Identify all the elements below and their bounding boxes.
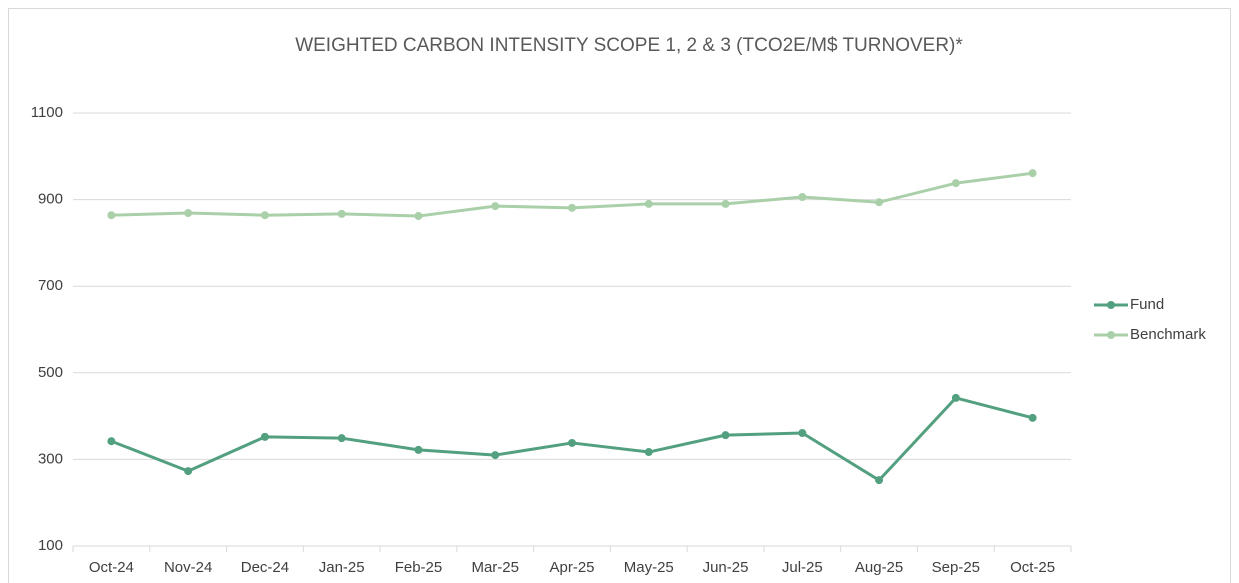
point: [337, 209, 346, 218]
point: [491, 451, 500, 460]
chart-frame: [8, 8, 1231, 583]
y-tick-label: 700: [38, 277, 63, 294]
x-tick-label: Jun-25: [703, 559, 749, 576]
x-tick-label: Sep-25: [932, 559, 980, 576]
point: [184, 467, 193, 476]
legend-marker: [1107, 301, 1115, 309]
legend-marker: [1107, 331, 1115, 339]
x-tick-label: Nov-24: [164, 559, 212, 576]
x-tick-label: Feb-25: [395, 559, 443, 576]
point: [644, 448, 653, 457]
point: [875, 198, 884, 207]
point: [414, 212, 423, 221]
point: [951, 179, 960, 188]
x-tick-label: Dec-24: [241, 559, 289, 576]
point: [107, 211, 116, 220]
point: [491, 202, 500, 211]
point: [798, 193, 807, 202]
x-tick-label: Oct-24: [89, 559, 134, 576]
x-tick-label: Mar-25: [471, 559, 519, 576]
x-tick-label: May-25: [624, 559, 674, 576]
point: [107, 437, 116, 446]
point: [568, 203, 576, 212]
point: [260, 211, 269, 220]
x-tick-label: Jul-25: [782, 559, 823, 576]
y-tick-label: 500: [38, 364, 63, 381]
point: [951, 393, 960, 402]
point: [721, 199, 730, 208]
point: [798, 428, 807, 437]
y-tick-label: 300: [38, 450, 63, 467]
x-tick-label: Apr-25: [549, 559, 594, 576]
point: [1028, 169, 1037, 178]
point: [1028, 413, 1037, 422]
legend-label: Benchmark: [1130, 326, 1206, 343]
point: [568, 438, 576, 447]
y-tick-label: 900: [38, 191, 63, 208]
chart-title: WEIGHTED CARBON INTENSITY SCOPE 1, 2 & 3…: [295, 35, 963, 56]
point: [260, 432, 269, 441]
point: [184, 209, 193, 218]
x-tick-label: Oct-25: [1010, 559, 1055, 576]
point: [875, 476, 884, 485]
point: [337, 434, 346, 443]
point: [644, 199, 653, 208]
x-tick-label: Aug-25: [855, 559, 903, 576]
point: [414, 445, 423, 454]
y-tick-label: 1100: [31, 104, 63, 121]
legend-label: Fund: [1130, 296, 1164, 313]
y-tick-label: 100: [38, 537, 63, 554]
x-tick-label: Jan-25: [319, 559, 365, 576]
point: [721, 431, 730, 440]
